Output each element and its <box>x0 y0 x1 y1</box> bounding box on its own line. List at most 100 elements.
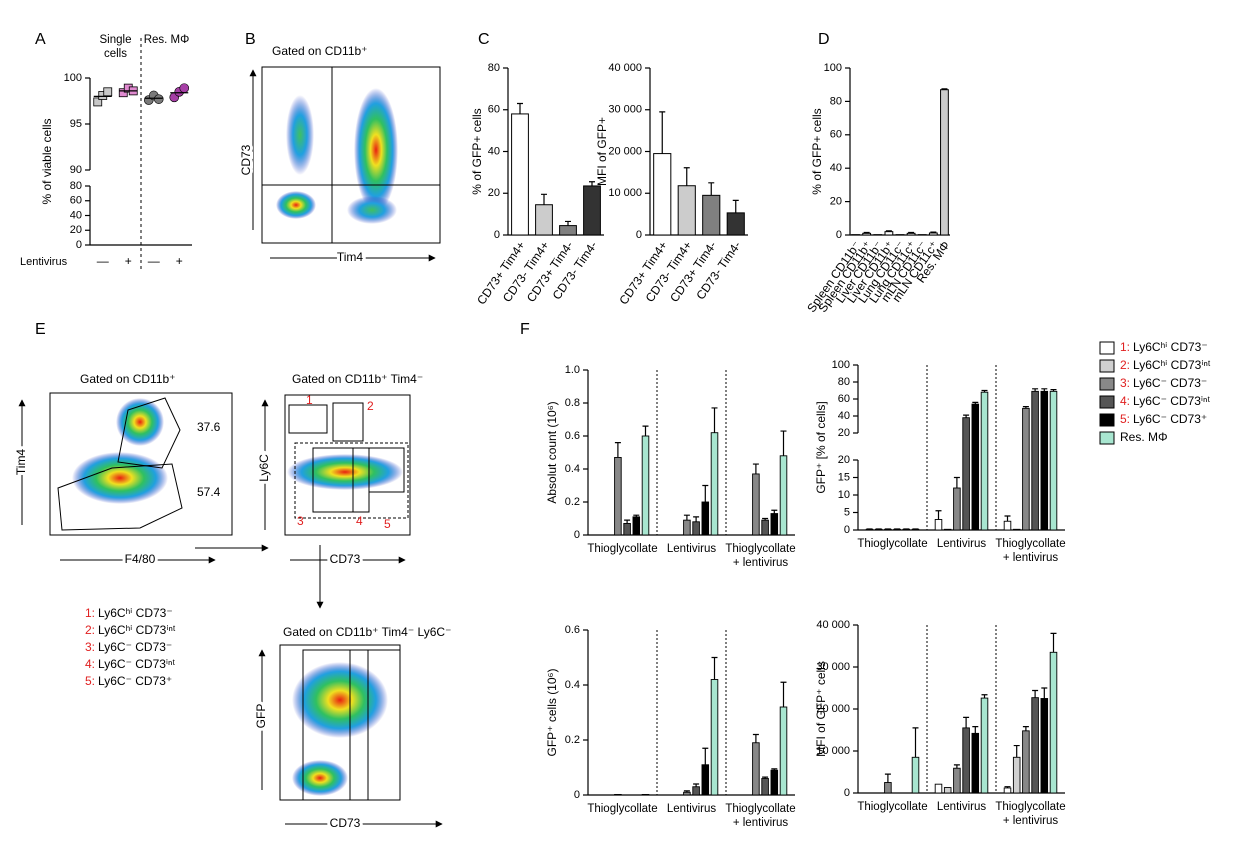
legend-text: Ly6Cʰⁱ CD73⁻ <box>1133 340 1208 354</box>
error-bar <box>589 181 595 186</box>
y-tick-label: 60 <box>70 195 82 207</box>
flow-plot <box>249 66 441 262</box>
x-tick-label: Thioglycollate <box>587 803 658 815</box>
label-box: Thioglycollate + lentivirus <box>725 543 796 569</box>
error-bar <box>963 414 970 418</box>
y-tick-label: 0.4 <box>565 679 580 691</box>
error-bar <box>693 516 700 522</box>
label-box: Thioglycollate <box>587 803 658 815</box>
bar <box>559 225 577 236</box>
error-bar <box>908 231 915 234</box>
y-tick-label: 10 000 <box>816 745 850 757</box>
gate-number: 1 <box>306 393 313 407</box>
gate-title: Gated on CD11b⁺ Tim4⁻ Ly6C⁻ <box>283 625 451 639</box>
error-bar <box>752 463 759 474</box>
error-bar <box>683 514 690 521</box>
label-box: Single cells <box>99 34 132 60</box>
y-tick-label: 20 <box>838 454 850 466</box>
bar <box>943 528 952 531</box>
error-bar <box>711 407 718 433</box>
legend-number: 1: <box>85 606 95 620</box>
x-tick-label: + <box>176 254 183 268</box>
error-bar <box>752 733 759 743</box>
legend-text: Ly6C⁻ CD73ⁱⁿᵗ <box>1133 394 1210 408</box>
bar <box>1022 407 1030 531</box>
group-label: Single cells <box>99 34 132 60</box>
x-tick-label: Thioglycollate <box>857 801 928 813</box>
error-bar <box>633 514 640 517</box>
bar <box>770 769 779 796</box>
x-tick-label: Lentivirus <box>936 538 987 550</box>
y-tick-label: 40 <box>70 209 82 221</box>
error-bar <box>732 199 739 213</box>
x-tick-label: Thioglycollate + lentivirus <box>725 803 796 829</box>
y-tick-label: 0.4 <box>565 463 580 475</box>
error-bar <box>884 773 891 783</box>
bar <box>761 519 769 536</box>
x-tick-label: Lentivirus <box>936 801 987 813</box>
y-tick-label: 40 000 <box>608 62 642 74</box>
bar <box>623 523 631 536</box>
y-axis-label: MFI of GFP⁺ cells <box>814 661 828 757</box>
error-bar <box>771 768 778 771</box>
error-bar <box>1013 744 1020 758</box>
gate-title: Gated on CD11b⁺ <box>272 44 368 58</box>
gate-number: 2 <box>367 399 374 413</box>
legend-text: Ly6C⁻ CD73⁻ <box>1133 376 1207 390</box>
label-box: Thioglycollate + lentivirus <box>725 803 796 829</box>
x-tick-label: Lentivirus <box>666 543 717 555</box>
y-tick-label: 80 <box>70 180 82 192</box>
y-tick-label: 60 <box>830 129 842 141</box>
y-tick-label: 0.6 <box>565 624 580 636</box>
bar <box>677 185 696 236</box>
bar <box>934 519 943 531</box>
bar <box>535 204 553 236</box>
bar <box>779 455 788 536</box>
bar <box>1031 390 1039 531</box>
error-bar <box>762 517 769 521</box>
bar <box>1012 528 1021 531</box>
label-box: Thioglycollate <box>857 538 928 550</box>
group-label: Res. MΦ <box>143 34 190 46</box>
label-box: Lentivirus <box>667 803 716 815</box>
label-box: Thioglycollate + lentivirus <box>995 538 1065 564</box>
bar <box>1003 787 1012 794</box>
bar <box>906 232 916 236</box>
y-tick-label: 95 <box>70 118 82 130</box>
y-tick-label: 20 <box>838 427 850 439</box>
error-bar <box>863 231 870 234</box>
legend-swatch <box>1099 431 1115 445</box>
error-bar <box>1050 389 1057 392</box>
axis-label: Tim4 <box>14 449 28 476</box>
y-tick-label: 100 <box>64 72 82 84</box>
gate-title: Gated on CD11b⁺ <box>80 372 176 386</box>
legend-text: Ly6C⁻ CD73⁺ <box>1133 412 1207 426</box>
label-box: Thioglycollate <box>857 801 928 813</box>
y-tick-label: 0 <box>76 239 82 251</box>
y-axis-label: Absolut count (10⁶) <box>545 401 559 503</box>
bar <box>980 391 989 531</box>
y-axis-label: % of GFP+ cells <box>470 108 484 194</box>
y-tick-label: 40 <box>838 410 850 422</box>
error-bar <box>981 694 988 699</box>
gate-number: 3 <box>297 514 304 528</box>
bar <box>884 231 894 236</box>
y-tick-label: 60 <box>838 393 850 405</box>
y-tick-label: 20 <box>830 196 842 208</box>
bar <box>953 767 961 794</box>
bar <box>962 727 970 794</box>
error-bar <box>771 509 778 514</box>
y-tick-label: 10 <box>838 489 850 501</box>
y-tick-label: 10 000 <box>608 187 642 199</box>
x-tick-label: Thioglycollate + lentivirus <box>725 543 796 569</box>
bar <box>928 232 938 236</box>
x-tick-label: Thioglycollate <box>857 538 928 550</box>
bar <box>962 417 970 531</box>
bar <box>701 764 710 796</box>
panel-letter: A <box>35 31 46 48</box>
legend-swatch <box>1099 359 1115 373</box>
legend-number: 3: <box>85 640 95 654</box>
panel-letter: B <box>245 31 256 48</box>
x-axis-label: Lentivirus <box>20 256 68 268</box>
error-bar <box>1022 406 1029 409</box>
